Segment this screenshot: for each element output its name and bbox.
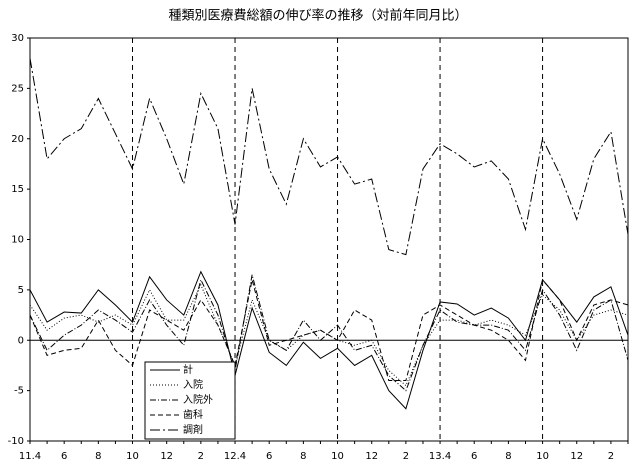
x-tick-label: 12: [365, 451, 378, 462]
x-tick-label: 12: [570, 451, 583, 462]
x-tick-label: 13.4: [429, 451, 451, 462]
x-tick-label: 12.4: [224, 451, 246, 462]
y-tick-label: 0: [18, 335, 24, 346]
x-tick-label: 8: [95, 451, 101, 462]
x-tick-label: 10: [331, 451, 344, 462]
y-tick-label: 25: [11, 83, 24, 94]
x-tick-label: 10: [536, 451, 549, 462]
x-tick-label: 10: [126, 451, 139, 462]
x-tick-label: 2: [608, 451, 614, 462]
y-tick-label: 5: [18, 285, 24, 296]
series-line: [29, 274, 629, 392]
y-tick-label: 15: [11, 184, 24, 195]
x-tick-label: 6: [266, 451, 272, 462]
y-tick-label: 30: [11, 33, 24, 44]
y-tick-label: 10: [11, 235, 24, 246]
x-tick-label: 8: [300, 451, 306, 462]
y-tick-label: -5: [14, 386, 24, 397]
x-tick-label: 12: [160, 451, 173, 462]
legend-box: [144, 361, 236, 440]
y-tick-label: -10: [8, 436, 24, 447]
legend-label: 入院: [183, 378, 203, 391]
legend-label: 入院外: [183, 393, 213, 406]
series-line: [29, 270, 629, 410]
x-tick-label: 2: [403, 451, 409, 462]
chart-title: 種類別医療費総額の伸び率の推移（対前年同月比）: [168, 8, 467, 24]
legend-label: 歯科: [183, 408, 203, 421]
legend-label: 調剤: [183, 423, 203, 436]
x-tick-label: 11.4: [19, 451, 41, 462]
x-tick-label: 2: [198, 451, 204, 462]
x-tick-label: 6: [471, 451, 477, 462]
series-line: [29, 278, 629, 382]
y-tick-label: 20: [11, 134, 24, 145]
x-tick-label: 6: [61, 451, 67, 462]
x-tick-label: 8: [505, 451, 511, 462]
legend-label: 計: [183, 363, 193, 376]
plot-area: [29, 37, 629, 442]
series-line: [29, 58, 629, 256]
